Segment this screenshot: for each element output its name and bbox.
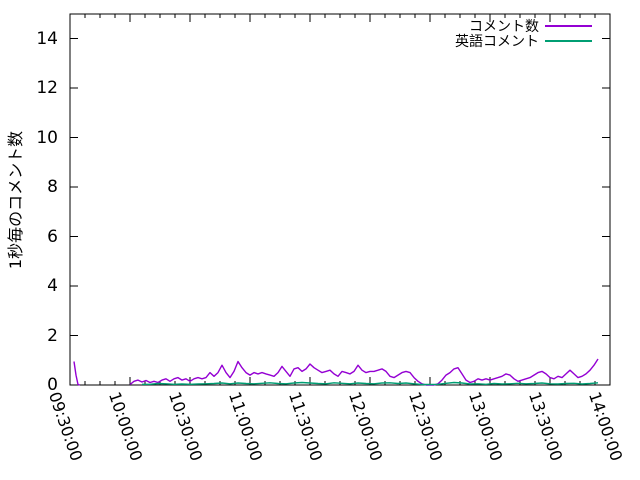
y-tick-label: 4 (47, 276, 58, 297)
series-line (73, 361, 81, 386)
y-tick-label: 14 (36, 28, 58, 49)
y-tick-label: 12 (36, 78, 58, 99)
legend-line-sample (545, 39, 592, 42)
legend-item-label: コメント数 (469, 18, 539, 35)
y-tick-label: 8 (47, 177, 58, 198)
y-tick-label: 2 (47, 325, 58, 346)
plot-border (69, 13, 611, 386)
legend-item-label: 英語コメント (455, 33, 539, 50)
series-line (129, 358, 599, 386)
y-axis-title: 1秒毎のコメント数 (6, 130, 25, 270)
legend: コメント数 英語コメント (455, 18, 592, 50)
legend-line-sample (545, 24, 592, 27)
y-tick-label: 0 (47, 375, 58, 395)
y-tick-label: 10 (36, 127, 58, 148)
legend-item: 英語コメント (455, 33, 592, 50)
legend-item: コメント数 (455, 18, 592, 35)
y-tick-label: 6 (47, 226, 58, 247)
series-line (142, 381, 599, 386)
